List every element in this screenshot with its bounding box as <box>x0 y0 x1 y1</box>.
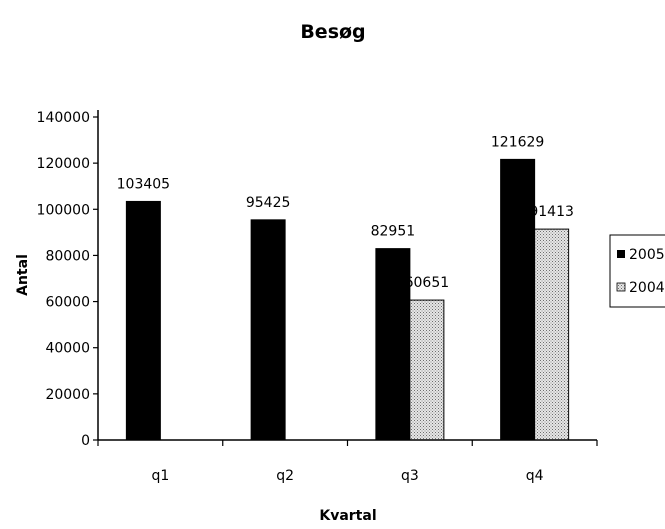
data-label: 103405 <box>117 176 170 192</box>
y-tick-label: 60000 <box>45 295 90 311</box>
chart-title: Besøg <box>300 21 365 43</box>
data-label: 121629 <box>491 134 544 150</box>
y-tick-label: 0 <box>81 433 90 449</box>
legend-label-2005: 2005 <box>629 247 665 263</box>
bar-2004-q3 <box>409 299 445 441</box>
bar-2005-q1 <box>125 200 161 441</box>
bars <box>125 158 570 441</box>
y-tick-label: 120000 <box>37 156 90 172</box>
data-label: 60651 <box>405 275 450 291</box>
x-tick-label: q4 <box>526 468 544 484</box>
x-tick-label: q1 <box>151 468 169 484</box>
y-tick-label: 20000 <box>45 387 90 403</box>
legend-swatch-2005 <box>617 250 625 258</box>
y-axis-ticks: 0 20000 40000 60000 80000 100000 120000 140000 <box>37 110 98 449</box>
legend-frame <box>609 234 665 308</box>
bar-2005-q2 <box>250 219 286 441</box>
bar-2005-q4 <box>500 158 536 441</box>
y-tick-label: 80000 <box>45 248 90 264</box>
data-label: 91413 <box>529 204 574 220</box>
y-tick-label: 100000 <box>37 202 90 218</box>
data-labels: 103405 95425 82951 121629 60651 91413 <box>117 134 574 291</box>
x-axis-ticks: q1 q2 q3 q4 <box>97 440 598 484</box>
data-label: 82951 <box>371 224 416 240</box>
legend-label-2004: 2004 <box>629 280 665 296</box>
x-axis-title: Kvartal <box>319 508 376 524</box>
x-tick-label: q3 <box>401 468 419 484</box>
legend: 2005 2004 <box>609 234 665 308</box>
bar-2004-q4 <box>534 228 570 441</box>
y-tick-label: 40000 <box>45 341 90 357</box>
legend-swatch-2004 <box>616 282 626 292</box>
x-tick-label: q2 <box>276 468 294 484</box>
data-label: 95425 <box>246 195 291 211</box>
y-tick-label: 140000 <box>37 110 90 126</box>
y-axis-title: Antal <box>15 254 31 296</box>
